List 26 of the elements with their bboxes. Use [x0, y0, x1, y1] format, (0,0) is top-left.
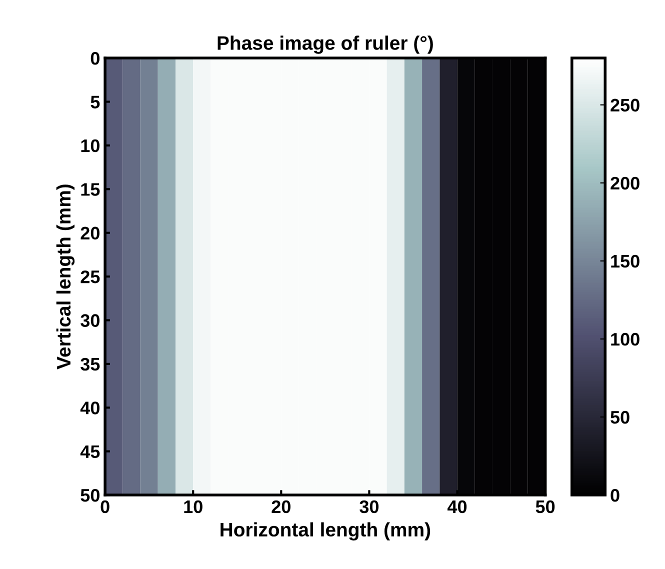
y-tick-label: 45: [80, 445, 100, 458]
y-tick-label: 15: [81, 183, 100, 196]
y-tick-label: 30: [80, 314, 100, 327]
color-bar-label: 150: [611, 254, 640, 268]
y-tick-label: 40: [80, 402, 100, 414]
y-tick-label: 25: [80, 270, 100, 284]
y-tick-label: 20: [80, 226, 100, 240]
color-bar-label: 100: [611, 332, 640, 346]
color-bar-label: 0: [610, 488, 620, 502]
y-axis-title: Vertical length (mm): [56, 184, 75, 370]
x-tick-label: 40: [447, 500, 467, 514]
chart-title: Phase image of ruler (°): [218, 36, 433, 54]
x-tick-label: 30: [360, 500, 379, 514]
color-bar-label: 50: [610, 410, 630, 424]
x-tick-label: 0: [100, 500, 110, 514]
y-tick-label: 10: [81, 139, 100, 152]
y-tick-label: 50: [80, 488, 100, 502]
x-tick-label: 10: [184, 500, 202, 514]
x-axis-title: Horizontal length (mm): [220, 522, 430, 540]
color-bar-label: 250: [610, 98, 640, 112]
color-bar-label: 200: [610, 176, 640, 190]
y-tick-label: 35: [80, 358, 100, 371]
y-tick-label: 0: [90, 52, 100, 65]
y-tick-label: 5: [90, 96, 100, 108]
x-tick-label: 20: [272, 500, 290, 514]
x-tick-label: 50: [536, 500, 555, 514]
